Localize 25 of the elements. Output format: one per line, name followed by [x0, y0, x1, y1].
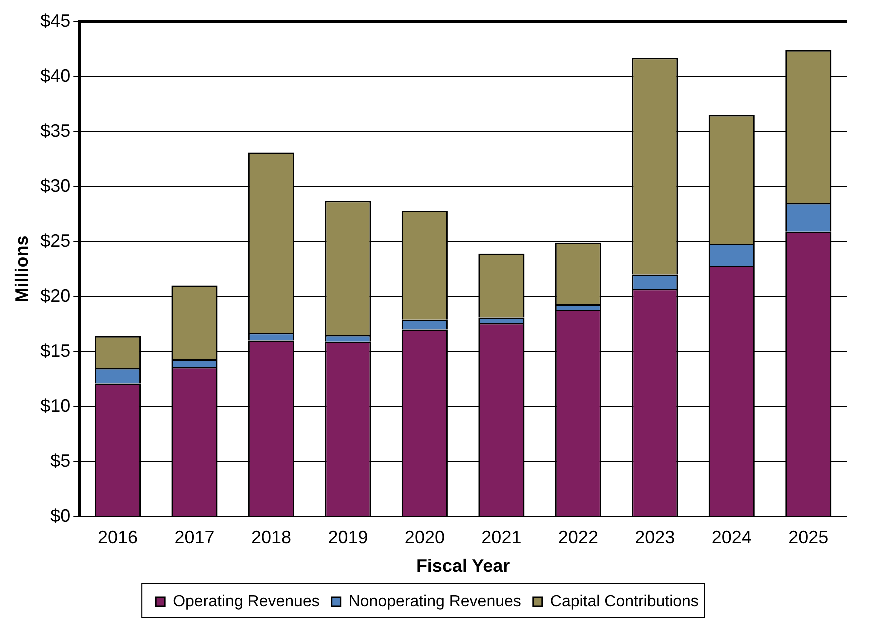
y-tick-label: $0	[50, 506, 71, 526]
y-tick-label: $45	[40, 10, 71, 31]
legend-label: Operating Revenues	[173, 593, 320, 610]
y-axis-title: Millions	[12, 236, 32, 303]
legend-label: Nonoperating Revenues	[348, 593, 522, 610]
y-tick-label: $20	[40, 286, 71, 306]
x-tick-label: 2019	[328, 528, 368, 548]
y-tick-label: $30	[40, 176, 71, 196]
x-tick-label: 2022	[558, 528, 598, 548]
x-tick-label: 2024	[712, 528, 752, 548]
legend-label: Capital Contributions	[550, 593, 699, 610]
x-tick-label: 2020	[404, 528, 445, 548]
y-tick-label: $10	[40, 396, 71, 416]
x-tick-label: 2023	[635, 528, 676, 548]
x-tick-label: 2018	[251, 528, 292, 548]
y-tick-label: $15	[40, 340, 71, 361]
x-tick-label: 2016	[98, 528, 138, 548]
x-tick-label: 2021	[482, 528, 522, 548]
x-tick-label: 2017	[174, 528, 215, 548]
y-tick-label: $5	[50, 450, 71, 471]
y-tick-label: $25	[40, 230, 71, 251]
x-axis-title: Fiscal Year	[416, 556, 510, 576]
x-tick-label: 2025	[788, 528, 829, 548]
y-tick-label: $35	[40, 120, 71, 141]
y-tick-label: $40	[40, 66, 71, 86]
